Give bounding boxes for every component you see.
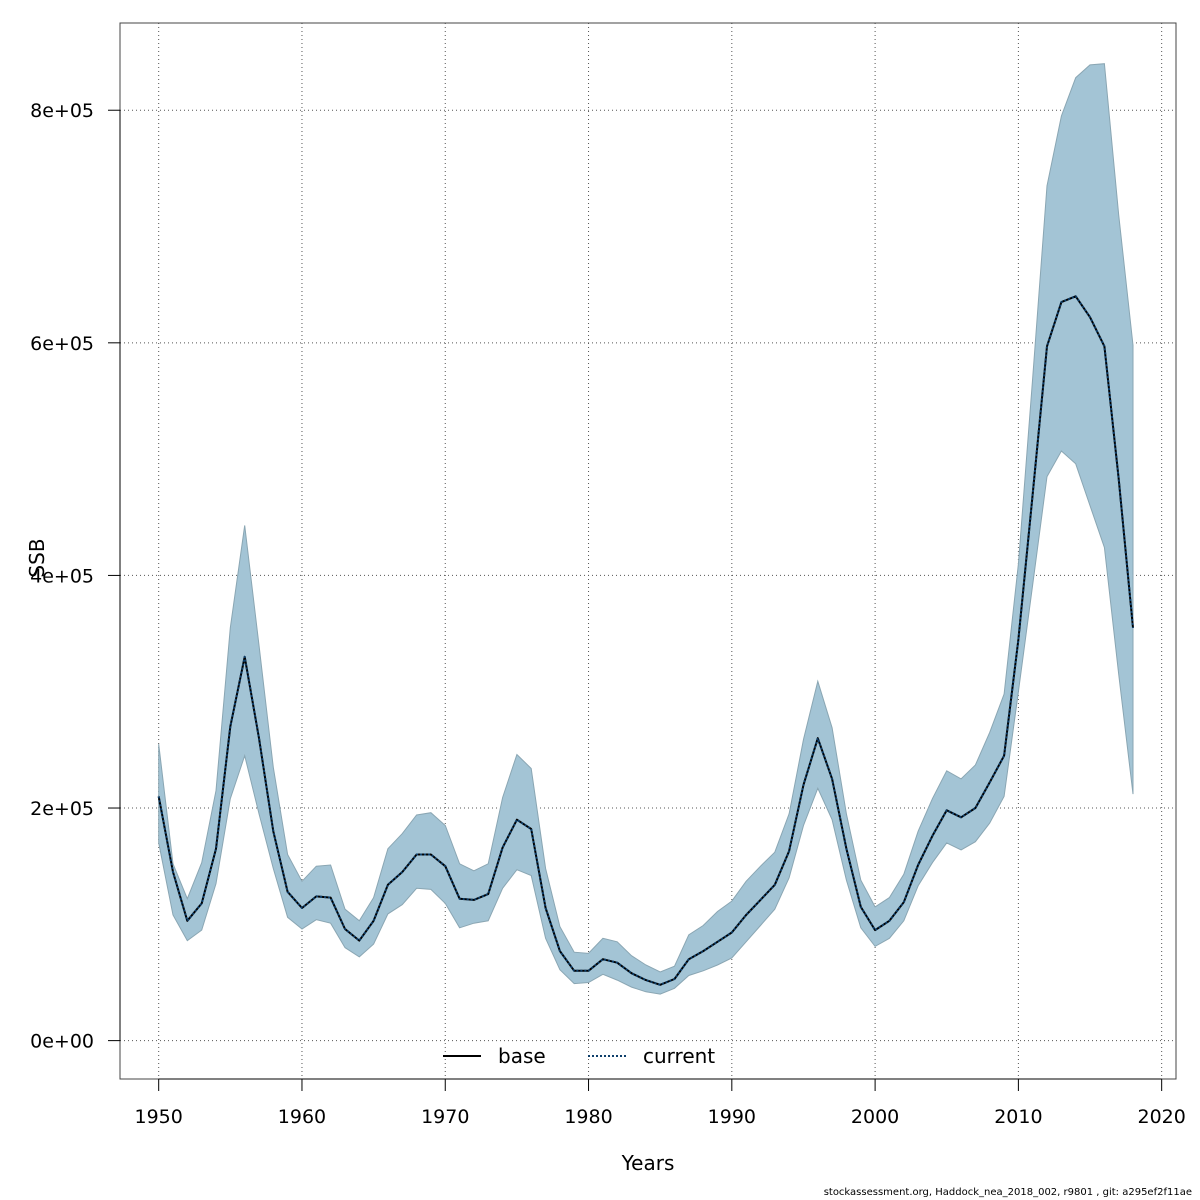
x-tick-label-2020: 2020 — [1137, 1106, 1185, 1128]
legend-current-label: current — [643, 1044, 715, 1068]
plot-frame — [119, 22, 1177, 1080]
y-axis-title: SSB — [25, 538, 49, 577]
x-tick-label-1990: 1990 — [708, 1106, 756, 1128]
legend-base-label: base — [498, 1044, 546, 1068]
y-tick-label-200000: 2e+05 — [30, 798, 94, 820]
y-tick-label-800000: 8e+05 — [30, 100, 94, 122]
confidence-band — [158, 63, 1134, 995]
x-tick-label-1960: 1960 — [278, 1106, 326, 1128]
x-tick-label-2010: 2010 — [994, 1106, 1042, 1128]
grid — [120, 23, 1176, 1079]
x-axis-title: Years — [621, 1151, 675, 1175]
y-axis: 0e+00 2e+05 4e+05 6e+05 8e+05 — [30, 100, 121, 1053]
y-tick-label-400000: 4e+05 — [30, 565, 94, 587]
x-tick-label-2000: 2000 — [851, 1106, 899, 1128]
x-axis: 1950 1960 1970 1980 1990 2000 2010 2020 — [135, 1078, 1186, 1128]
footer-credit: stockassessment.org, Haddock_nea_2018_00… — [823, 1187, 1192, 1198]
x-tick-label-1950: 1950 — [135, 1106, 183, 1128]
y-tick-label-600000: 6e+05 — [30, 333, 94, 355]
y-tick-label-0: 0e+00 — [30, 1031, 94, 1053]
x-tick-label-1980: 1980 — [564, 1106, 612, 1128]
series-line-current — [157, 295, 1134, 986]
x-tick-label-1970: 1970 — [421, 1106, 469, 1128]
legend: base current — [443, 1044, 715, 1068]
confidence-band-layer — [158, 63, 1134, 995]
series-lines — [157, 295, 1134, 986]
